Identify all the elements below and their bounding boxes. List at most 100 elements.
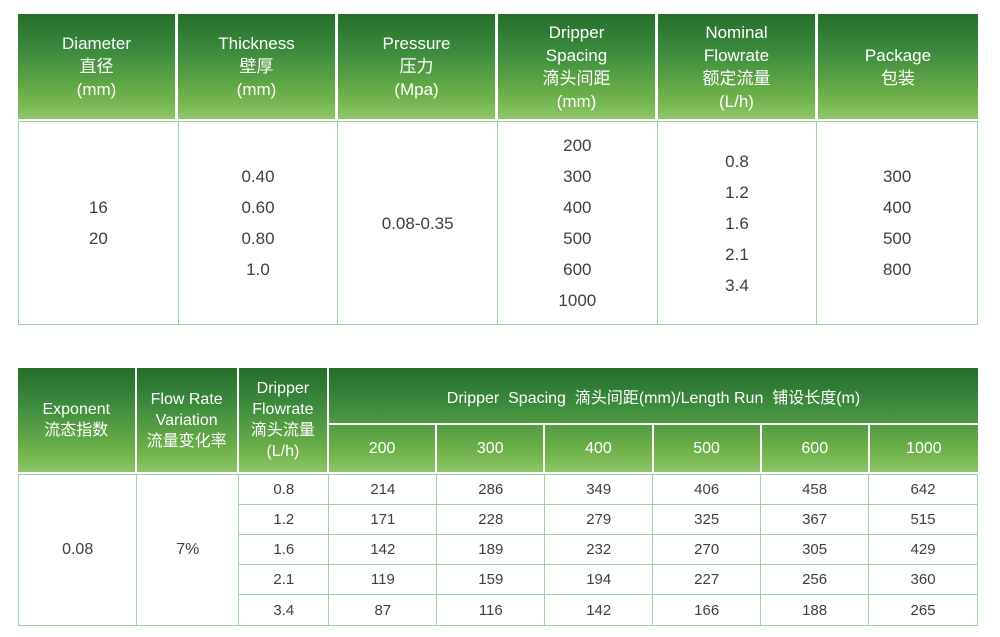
value: 1000 (558, 291, 597, 310)
spec-table-body: 16 20 0.40 0.60 0.80 1.0 0.08-0.35 200 3… (18, 121, 978, 325)
length-cell: 87 (329, 595, 438, 625)
length-cell: 116 (437, 595, 546, 625)
length-cell: 642 (869, 475, 977, 505)
header-cell-diameter: Diameter 直径 (mm) (18, 14, 178, 119)
length-cell: 265 (910, 601, 936, 619)
value: 600 (563, 260, 592, 279)
value: 1.2 (725, 182, 749, 202)
flow-rate-variation-value: 7% (137, 475, 240, 625)
dripper-spacing-values: 200 300 400 500 600 1000 (498, 122, 658, 324)
subheader-spacing-300: 300 (437, 425, 546, 472)
value: 0.60 (241, 198, 275, 217)
value: 1.0 (246, 260, 270, 279)
header-label-zh: 包装 (881, 68, 915, 88)
header-label-zh: 流量变化率 (146, 432, 227, 450)
exponent-value: 0.08 (19, 475, 138, 625)
length-cell: 286 (437, 475, 546, 505)
header-label-zh: 流态指数 (44, 422, 109, 439)
length-cell: 360 (869, 565, 977, 595)
hydraulics-table-header: Exponent 流态指数 Flow Rate Variation 流量变化率 … (18, 368, 978, 472)
header-cell-thickness: Thickness 壁厚 (mm) (178, 14, 338, 119)
header-label-en: Dripper Flowrate (252, 380, 314, 418)
header-label-zh: 额定流量 (702, 68, 771, 88)
header-unit: (mm) (76, 80, 117, 99)
header-cell-nominal-flowrate: Nominal Flowrate 额定流量 (L/h) (658, 14, 818, 119)
length-cell: 142 (545, 595, 654, 625)
value: 0.40 (241, 167, 275, 186)
thickness-values: 0.40 0.60 0.80 1.0 (179, 122, 339, 324)
subheader-spacing-400: 400 (545, 425, 654, 472)
length-cell: 189 (437, 535, 546, 565)
header-cell-package: Package 包装 (818, 14, 978, 119)
length-cell: 214 (329, 475, 438, 505)
flowrate-cell: 3.4 (239, 595, 330, 625)
length-cell: 227 (653, 565, 762, 595)
header-label-zh: 滴头流量 (250, 422, 315, 439)
length-cell: 325 (653, 505, 762, 535)
value: 500 (882, 229, 912, 248)
header-label-zh: 滴头间距 (542, 68, 611, 88)
length-cell: 159 (437, 565, 546, 595)
flowrate-cell: 1.6 (239, 535, 330, 565)
header-cell-pressure: Pressure 压力 (Mpa) (338, 14, 498, 119)
header-label-zh: 直径 (79, 57, 114, 76)
value: 500 (563, 229, 592, 248)
value: 300 (882, 167, 912, 186)
value: 0.80 (241, 229, 275, 248)
subheader-spacing-200: 200 (329, 425, 438, 472)
length-cell: 256 (761, 565, 870, 595)
length-cell: 349 (545, 475, 654, 505)
value: 2.1 (725, 244, 749, 264)
header-label-zh: 压力 (399, 57, 434, 76)
header-label-en: Pressure (382, 34, 451, 53)
header-label-en: Dripper Spacing (545, 22, 608, 65)
flowrate-cell: 0.8 (239, 475, 330, 505)
header-label-en: Flow Rate Variation (150, 390, 223, 429)
header-unit: (mm) (556, 91, 597, 111)
hydraulics-table: Exponent 流态指数 Flow Rate Variation 流量变化率 … (18, 368, 978, 626)
header-label-en: Diameter (62, 34, 131, 53)
header-unit: (Mpa) (394, 80, 439, 99)
length-cell: 279 (545, 505, 654, 535)
subheader-spacing-600: 600 (762, 425, 870, 472)
length-cell: 188 (761, 595, 870, 625)
length-cell: 270 (653, 535, 762, 565)
value: 400 (882, 198, 912, 217)
spec-table-header: Diameter 直径 (mm) Thickness 壁厚 (mm) Press… (18, 14, 978, 119)
subheader-spacing-500: 500 (654, 425, 762, 472)
diameter-values: 16 20 (19, 122, 179, 324)
header-label-en: Package (864, 45, 932, 65)
subheader-spacing-1000: 1000 (906, 439, 942, 457)
value: 400 (563, 198, 592, 217)
value: 300 (563, 167, 592, 186)
header-label-en: Nominal Flowrate (703, 22, 770, 65)
header-unit: (L/h) (266, 443, 300, 460)
package-values: 300 400 500 800 (817, 122, 977, 324)
length-cell: 166 (653, 595, 762, 625)
pressure-values: 0.08-0.35 (338, 122, 498, 324)
value: 16 (88, 198, 108, 217)
value: 3.4 (725, 275, 749, 295)
flowrate-cell: 1.2 (239, 505, 330, 535)
header-cell-dripper-spacing: Dripper Spacing 滴头间距 (mm) (498, 14, 658, 119)
length-cell: 171 (329, 505, 438, 535)
value: 0.08-0.35 (381, 213, 454, 233)
header-cell-exponent: Exponent 流态指数 (18, 368, 137, 472)
header-cell-spacing-length-run: Dripper Spacing 滴头间距(mm)/Length Run 铺设长度… (329, 368, 978, 425)
value: 200 (563, 136, 592, 155)
length-cell: 429 (869, 535, 977, 565)
length-cell: 305 (761, 535, 870, 565)
header-unit: (L/h) (719, 91, 754, 111)
hydraulics-table-body: 0.08 7% 0.8 214 286 349 406 458 642 1.2 … (18, 474, 978, 626)
header-cell-flow-rate-variation: Flow Rate Variation 流量变化率 (137, 368, 239, 472)
spec-sheet: Diameter 直径 (mm) Thickness 壁厚 (mm) Press… (18, 14, 978, 626)
nominal-flowrate-values: 0.8 1.2 1.6 2.1 3.4 (658, 122, 818, 324)
length-cell: 515 (869, 505, 977, 535)
length-cell: 228 (437, 505, 546, 535)
length-cell: 232 (545, 535, 654, 565)
flowrate-cell: 2.1 (239, 565, 330, 595)
header-cell-dripper-flowrate: Dripper Flowrate 滴头流量 (L/h) (239, 368, 330, 472)
spec-table: Diameter 直径 (mm) Thickness 壁厚 (mm) Press… (18, 14, 978, 325)
value: 0.8 (725, 151, 749, 171)
length-cell: 406 (653, 475, 762, 505)
